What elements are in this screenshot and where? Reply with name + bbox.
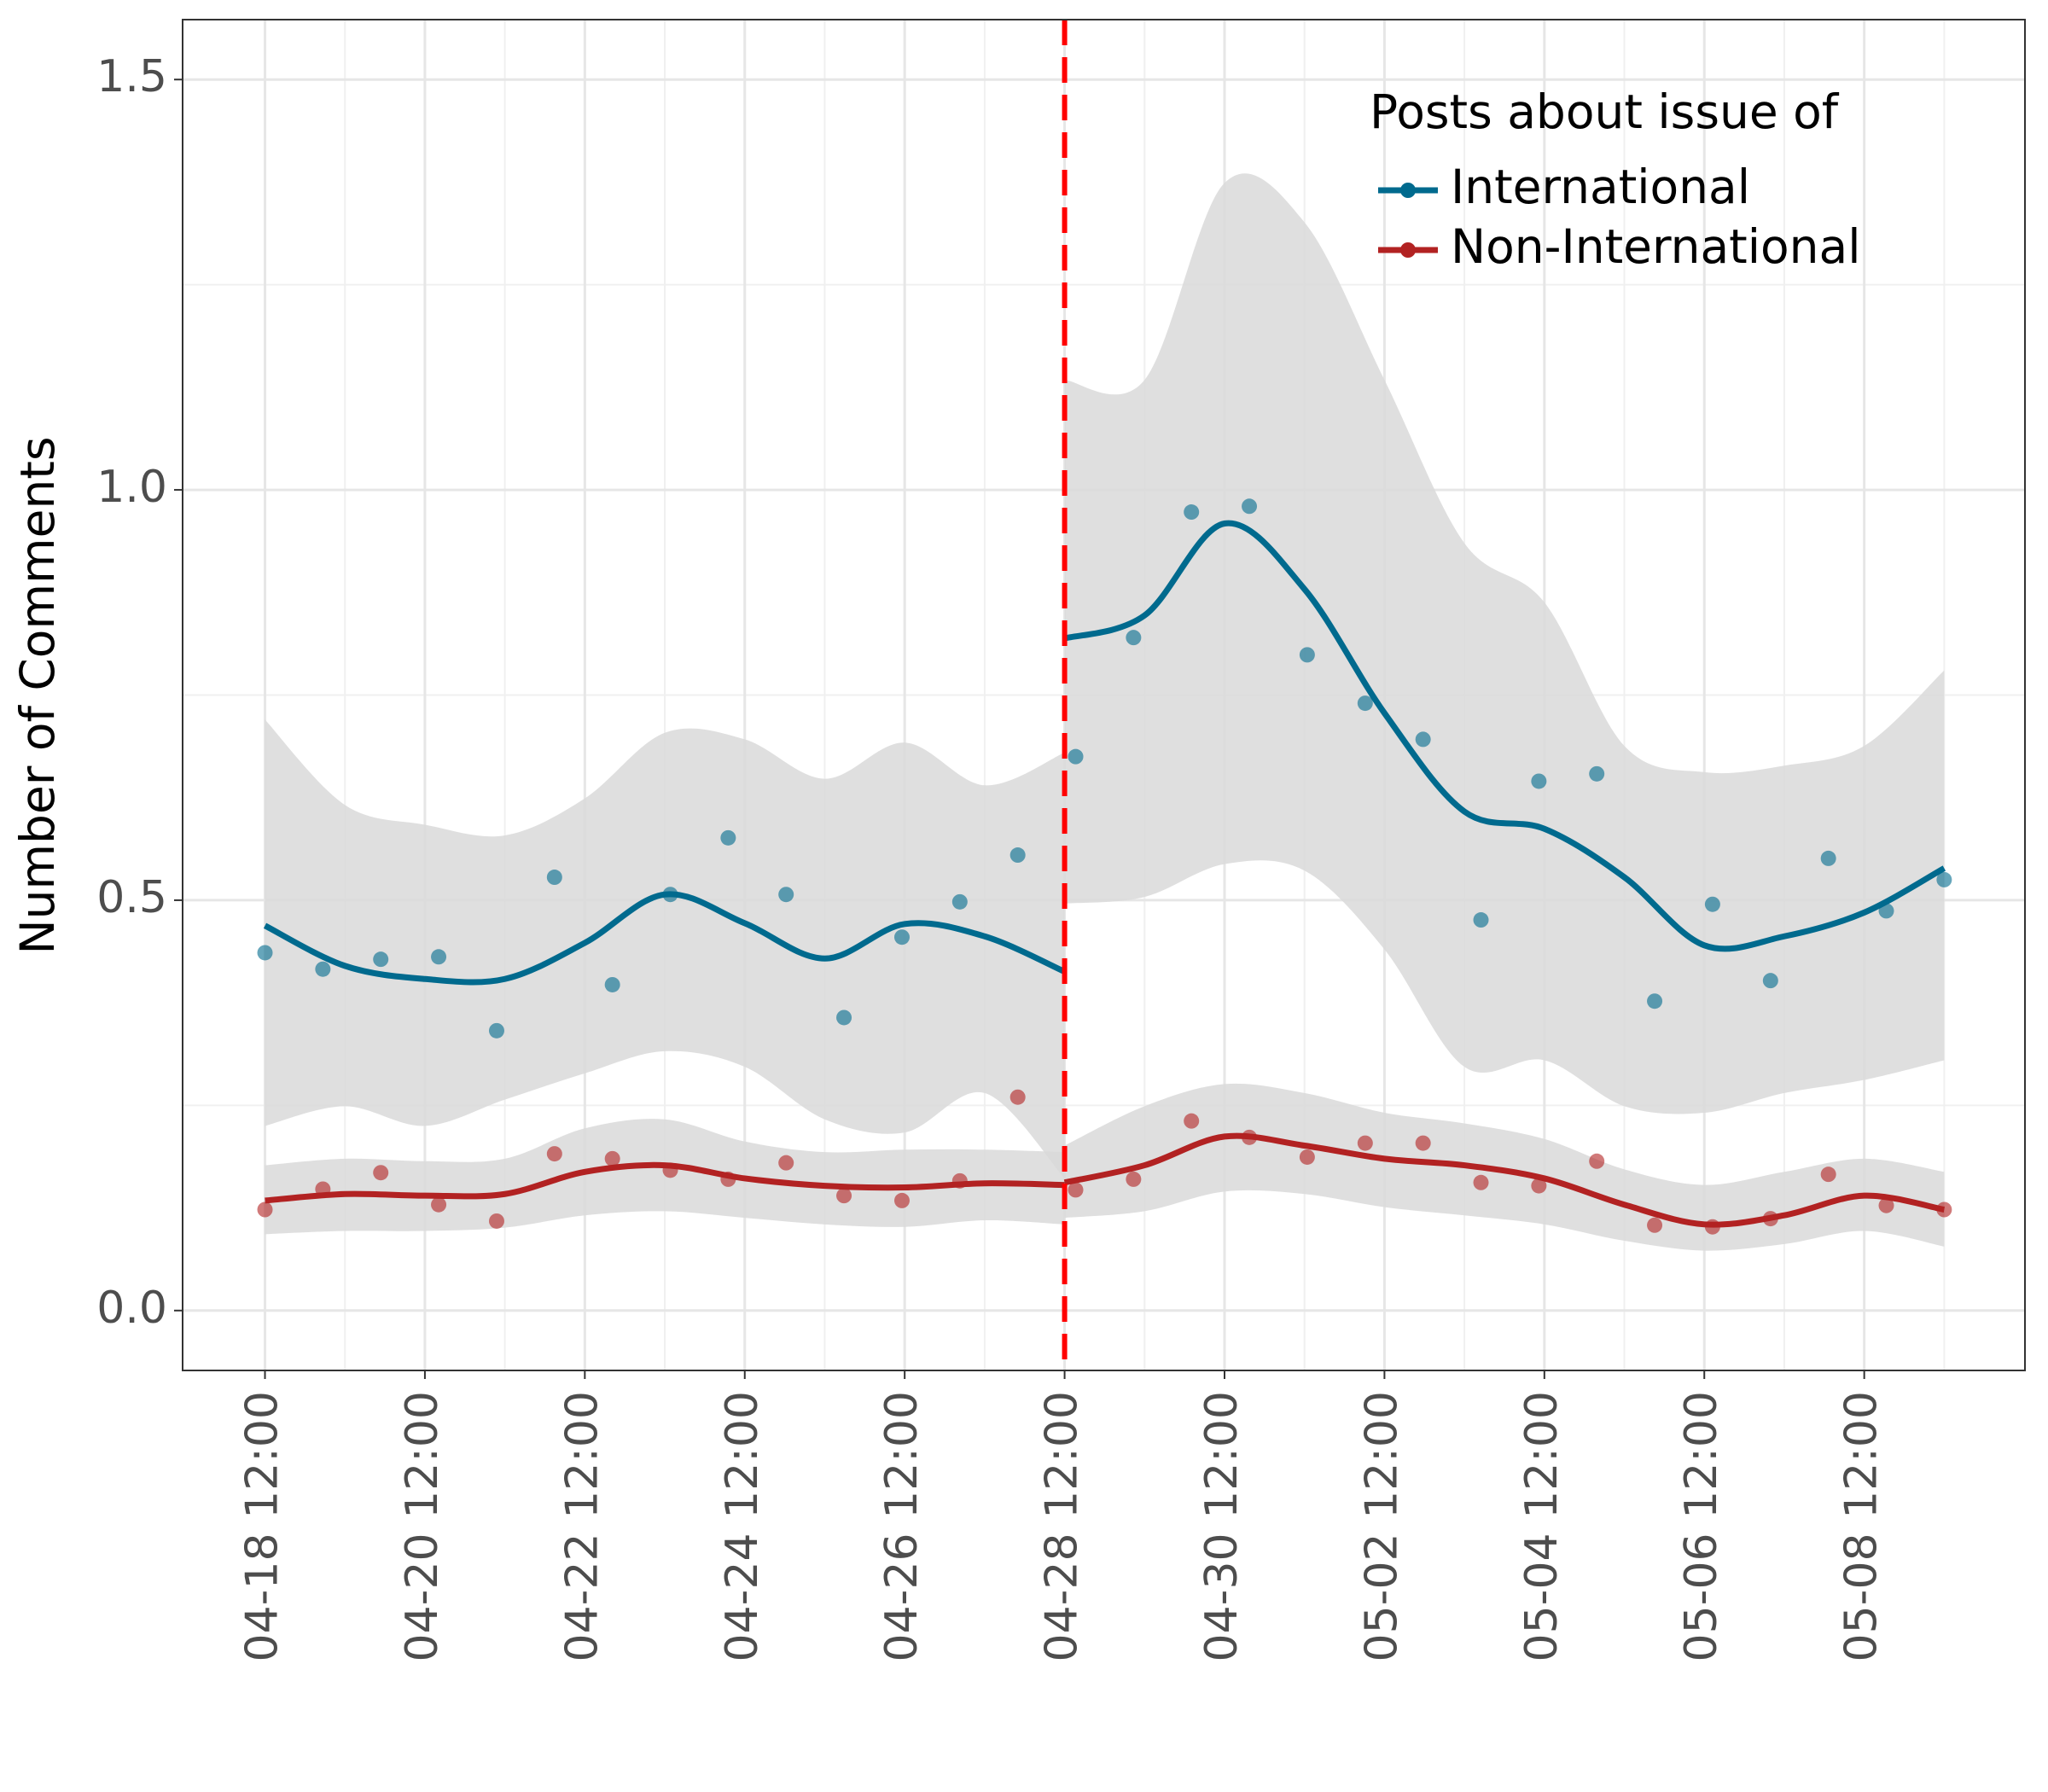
data-point	[1184, 1113, 1200, 1129]
confidence-band	[1064, 173, 1945, 1114]
data-point	[1531, 773, 1547, 789]
y-tick-label: 1.0	[96, 462, 167, 513]
data-point	[836, 1009, 852, 1026]
data-point	[778, 887, 794, 903]
data-point	[836, 1188, 852, 1204]
data-point	[893, 929, 910, 945]
x-tick-label: 04-22 12:00	[556, 1391, 608, 1661]
legend-label: Non-International	[1451, 219, 1861, 274]
y-tick-label: 1.5	[96, 51, 167, 102]
confidence-band	[1064, 1083, 1945, 1251]
data-point	[778, 1155, 794, 1171]
data-point	[604, 1150, 620, 1167]
legend: Posts about issue of InternationalNon-Int…	[1370, 84, 1861, 274]
x-tick-label: 04-18 12:00	[237, 1391, 288, 1661]
data-point	[431, 949, 447, 965]
data-point	[1126, 1171, 1142, 1187]
data-point	[1531, 1178, 1547, 1194]
data-point	[315, 961, 331, 977]
x-tick-label: 05-02 12:00	[1356, 1391, 1407, 1661]
data-point	[373, 951, 389, 968]
x-tick-label: 05-04 12:00	[1516, 1391, 1568, 1661]
data-point	[1126, 630, 1142, 646]
data-point	[1184, 504, 1200, 521]
data-point	[546, 1146, 562, 1162]
data-point	[1473, 912, 1489, 928]
x-tick-label: 04-20 12:00	[397, 1391, 448, 1661]
data-point	[1009, 1089, 1026, 1105]
fit-line	[263, 891, 1067, 986]
x-tick-label: 05-06 12:00	[1676, 1391, 1727, 1661]
y-axis-label: Number of Comments	[10, 436, 65, 954]
data-point	[373, 1165, 389, 1181]
data-point	[431, 1196, 447, 1213]
data-point	[604, 976, 620, 992]
fit-line	[1063, 520, 1946, 952]
data-point	[1068, 748, 1084, 765]
data-point	[1415, 731, 1431, 748]
data-point	[257, 1201, 273, 1218]
data-point	[1299, 1149, 1315, 1165]
legend-label: International	[1451, 160, 1750, 214]
data-point	[1936, 871, 1952, 887]
y-tick-label: 0.0	[96, 1283, 167, 1334]
legend-key-point	[1400, 242, 1416, 258]
data-point	[893, 1192, 910, 1208]
data-point	[1357, 695, 1373, 712]
plot-border	[182, 19, 2026, 1371]
data-point	[720, 829, 736, 846]
data-point	[1299, 647, 1315, 663]
data-point	[1647, 1217, 1663, 1233]
marks	[257, 20, 1952, 1370]
data-point	[1009, 847, 1026, 864]
data-point	[1647, 993, 1663, 1009]
data-point	[1589, 1153, 1605, 1169]
data-point	[1415, 1135, 1431, 1151]
data-point	[1704, 896, 1720, 912]
data-point	[1242, 498, 1258, 515]
y-tick-label: 0.5	[96, 872, 167, 923]
data-point	[257, 945, 273, 961]
bands	[265, 173, 1945, 1251]
data-point	[951, 893, 968, 910]
data-point	[1473, 1174, 1489, 1190]
x-tick-label: 05-08 12:00	[1836, 1391, 1888, 1661]
x-tick-label: 04-28 12:00	[1037, 1391, 1088, 1661]
x-tick-label: 04-26 12:00	[876, 1391, 928, 1661]
data-point	[488, 1213, 504, 1229]
legend-title: Posts about issue of	[1370, 84, 1840, 139]
data-point	[1762, 973, 1778, 989]
data-point	[488, 1022, 504, 1039]
data-point	[546, 870, 562, 886]
axes: 0.0 0.5 1.0 1.5 04-18 12:00 04-20 12:00 04-22 …	[96, 19, 2026, 1661]
data-point	[1820, 850, 1836, 866]
fit-line	[1063, 1132, 1946, 1228]
fit-line	[265, 1161, 1065, 1204]
data-point	[1357, 1135, 1373, 1151]
data-point	[1820, 1167, 1836, 1183]
x-tick-label: 04-24 12:00	[717, 1391, 768, 1661]
data-point	[1878, 1197, 1894, 1213]
legend-key-point	[1400, 183, 1416, 198]
confidence-band	[265, 1119, 1065, 1235]
data-point	[1068, 1182, 1084, 1198]
data-point	[1589, 765, 1605, 782]
confidence-band	[265, 719, 1065, 1178]
x-tick-label: 04-30 12:00	[1196, 1391, 1248, 1661]
